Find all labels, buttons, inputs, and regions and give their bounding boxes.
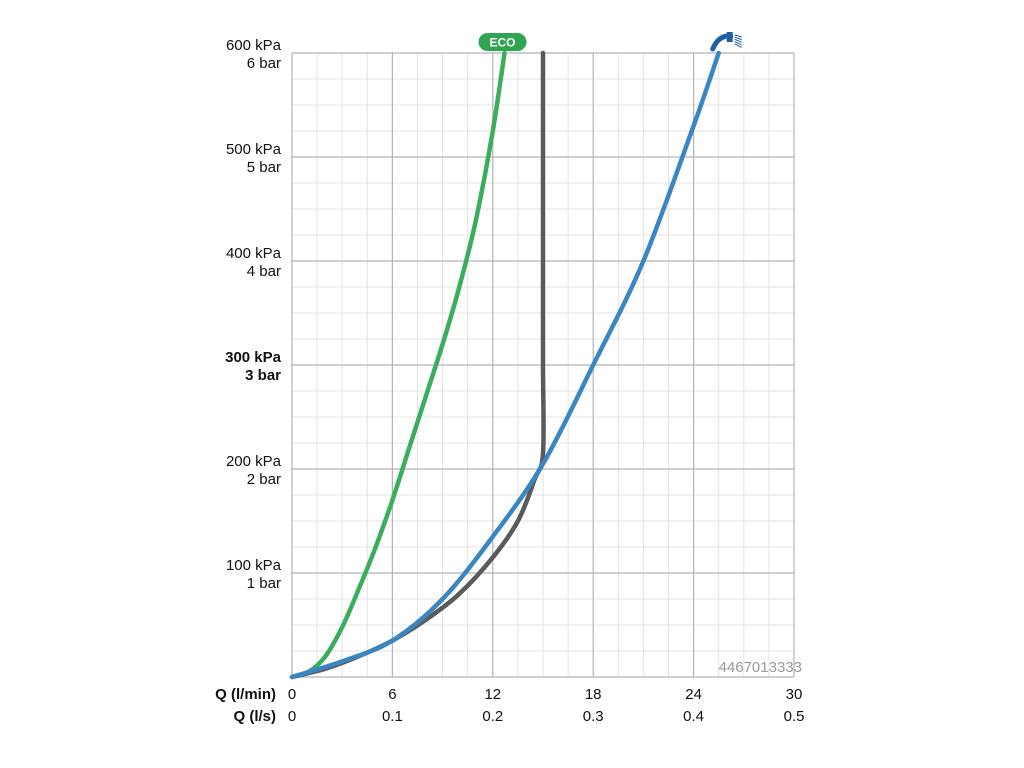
shower-head-icon (710, 32, 742, 52)
eco-badge-background (478, 33, 527, 51)
x-tick-label-ls: 0.2 (482, 708, 503, 725)
x-tick-label-ls: 0 (288, 708, 296, 725)
y-tick-label-bar: 2 bar (247, 471, 281, 488)
x-axis-labels: Q (l/min) Q (l/s) 0 6 12 18 24 30 0 0.1 0.2 0.3 0.… (215, 686, 804, 725)
series-line-eco (289, 50, 507, 680)
y-tick-label-kpa: 500 kPa (226, 141, 282, 158)
x-tick-label-lmin: 24 (685, 686, 702, 703)
x-tick-label-lmin: 12 (484, 686, 501, 703)
y-tick-label-kpa: 600 kPa (226, 37, 282, 54)
y-tick-label-bar: 4 bar (247, 263, 281, 280)
x-tick-label-lmin: 0 (288, 686, 296, 703)
x-tick-label-ls: 0.1 (382, 708, 403, 725)
y-tick-label-kpa: 100 kPa (226, 557, 282, 574)
x-axis-title-ls: Q (l/s) (233, 708, 276, 725)
y-tick-label-kpa: 200 kPa (226, 453, 282, 470)
x-tick-label-ls: 0.4 (683, 708, 704, 725)
shower-water-stream (734, 41, 742, 46)
y-tick-label-kpa: 300 kPa (225, 349, 282, 366)
shower-water-stream (734, 43, 742, 48)
x-tick-label-lmin: 6 (388, 686, 396, 703)
product-code: 4467013333 (719, 659, 802, 676)
x-tick-label-lmin: 30 (786, 686, 803, 703)
series-lines (289, 50, 721, 680)
shower-water-stream (734, 38, 742, 43)
x-tick-label-ls: 0.3 (583, 708, 604, 725)
y-tick-label-bar: 5 bar (247, 159, 281, 176)
shower-head (726, 32, 733, 42)
eco-badge-label: ECO (490, 36, 516, 50)
x-tick-label-ls: 0.5 (784, 708, 805, 725)
series-line-shower (289, 50, 721, 680)
shower-water-stream (734, 36, 742, 41)
y-tick-label-bar: 1 bar (247, 575, 281, 592)
x-axis-title-lmin: Q (l/min) (215, 686, 276, 703)
y-tick-label-bar: 6 bar (247, 55, 281, 72)
eco-badge: ECO (478, 33, 527, 51)
x-tick-label-lmin: 18 (585, 686, 602, 703)
y-tick-label-bar: 3 bar (245, 367, 281, 384)
y-tick-label-kpa: 400 kPa (226, 245, 282, 262)
shower-water-stream (734, 34, 742, 38)
